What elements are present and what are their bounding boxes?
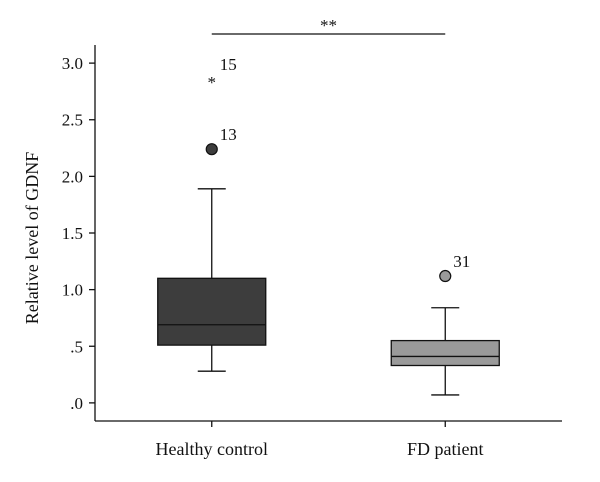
y-tick-label: 2.0 [62, 167, 83, 186]
y-axis-ticks: .0 .5 1.0 1.5 2.0 2.5 3.0 [62, 54, 95, 413]
box-iqr [157, 277, 267, 346]
y-tick-label: 1.0 [62, 281, 83, 300]
axes: Healthy control FD patient [94, 45, 562, 459]
boxes: 13 *15 31 [157, 55, 500, 396]
x-category-label: FD patient [407, 439, 484, 459]
significance-label: ** [320, 16, 337, 35]
y-tick-label: 1.5 [62, 224, 83, 243]
y-tick-label: 2.5 [62, 111, 83, 130]
outlier-point [439, 269, 452, 283]
significance-bracket: ** [211, 16, 446, 35]
y-tick-label: .0 [70, 394, 83, 413]
outlier-point [205, 143, 218, 156]
x-category-label: Healthy control [156, 439, 268, 459]
outlier-label: 15 [220, 55, 237, 74]
extreme-outlier-marker: * [208, 73, 217, 92]
box-group: 31 [390, 252, 500, 396]
y-tick-label: .5 [70, 337, 83, 356]
y-tick-label: 3.0 [62, 54, 83, 73]
box-group: 13 *15 [157, 55, 267, 372]
outlier-label: 31 [453, 252, 470, 271]
y-axis-label: Relative level of GDNF [22, 152, 42, 324]
box-iqr [390, 339, 500, 367]
outlier-label: 13 [220, 125, 237, 144]
